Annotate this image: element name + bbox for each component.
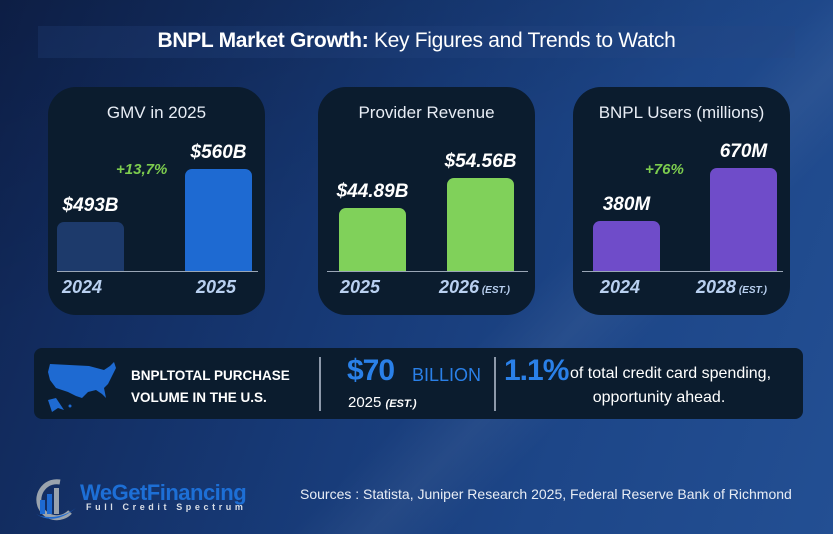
bar-2026	[447, 178, 514, 271]
wegetfinancing-logo-icon	[36, 479, 76, 521]
value-label: $493B	[62, 195, 119, 216]
divider	[494, 357, 496, 411]
title-rest: Key Figures and Trends to Watch	[368, 29, 676, 52]
value-label: 380M	[602, 194, 651, 215]
sources-text: Sources : Statista, Juniper Research 202…	[300, 486, 792, 502]
baseline	[327, 271, 528, 272]
purchase-volume-unit: BILLION	[412, 365, 482, 385]
us-map-icon	[48, 362, 116, 412]
growth-annotation: +76%	[645, 161, 684, 178]
baseline	[57, 271, 258, 272]
baseline	[582, 271, 783, 272]
summary-strip: BNPLTOTAL PURCHASE VOLUME IN THE U.S. $7…	[34, 348, 803, 419]
value-label: $560B	[190, 142, 247, 163]
category-label: 2028 (EST.)	[696, 277, 767, 298]
estimate-note: (EST.)	[736, 285, 767, 296]
page-title: BNPL Market Growth: Key Figures and Tren…	[0, 29, 833, 53]
category-year: 2025	[340, 277, 381, 297]
title-bold: BNPL Market Growth:	[157, 29, 369, 52]
purchase-volume-year: 2025 (EST.)	[348, 394, 417, 411]
bar-2025	[339, 208, 406, 271]
bar-2024	[593, 221, 660, 271]
category-label: 2026 (EST.)	[439, 277, 510, 298]
value-label: $44.89B	[336, 181, 409, 202]
card-gmv: GMV in 2025 $493B 2024 $560B 2025 +13,7%	[48, 87, 265, 315]
divider	[319, 357, 321, 411]
title-band	[38, 26, 795, 58]
chart-title: Provider Revenue	[358, 103, 495, 122]
amount-note: (EST.)	[385, 398, 417, 410]
credit-card-share-text-2: opportunity ahead.	[592, 389, 726, 406]
purchase-volume-amount: $70	[347, 354, 395, 387]
value-label: 670M	[719, 141, 768, 162]
value-label: $54.56B	[444, 151, 517, 172]
category-label: 2025	[196, 277, 236, 298]
card-provider-revenue: Provider Revenue $44.89B 2025 $54.56B 2026 …	[318, 87, 535, 315]
growth-annotation: +13,7%	[116, 161, 168, 178]
category-year: 2026	[439, 277, 480, 297]
category-year: 2024	[600, 277, 641, 297]
chart-title: GMV in 2025	[106, 103, 207, 122]
category-year: 2024	[62, 277, 103, 297]
brand-tagline: Full Credit Spectrum	[86, 502, 247, 512]
category-label: 2024	[600, 277, 640, 298]
bar-2024	[57, 222, 124, 271]
credit-card-share-text: of total credit card spending,	[570, 365, 772, 382]
chart-title: BNPL Users (millions)	[598, 103, 765, 122]
category-label: 2024	[62, 277, 102, 298]
credit-card-share-percent: 1.1%	[504, 354, 569, 387]
category-label: 2025	[340, 277, 380, 298]
summary-label-line2: VOLUME IN THE U.S.	[131, 390, 267, 405]
bar-2028	[710, 168, 777, 271]
category-year: 2028	[696, 277, 737, 297]
category-year: 2025	[196, 277, 237, 297]
summary-label-line1: BNPLTOTAL PURCHASE	[131, 368, 290, 383]
amount-year: 2025	[348, 394, 382, 411]
brand-name: WeGetFinancing	[80, 480, 247, 505]
card-bnpl-users: BNPL Users (millions) 380M 2024 670M 2028 (…	[573, 87, 790, 315]
estimate-note: (EST.)	[479, 285, 510, 296]
bar-2025	[185, 169, 252, 271]
summary-label: BNPLTOTAL PURCHASE VOLUME IN THE U.S.	[131, 365, 290, 409]
